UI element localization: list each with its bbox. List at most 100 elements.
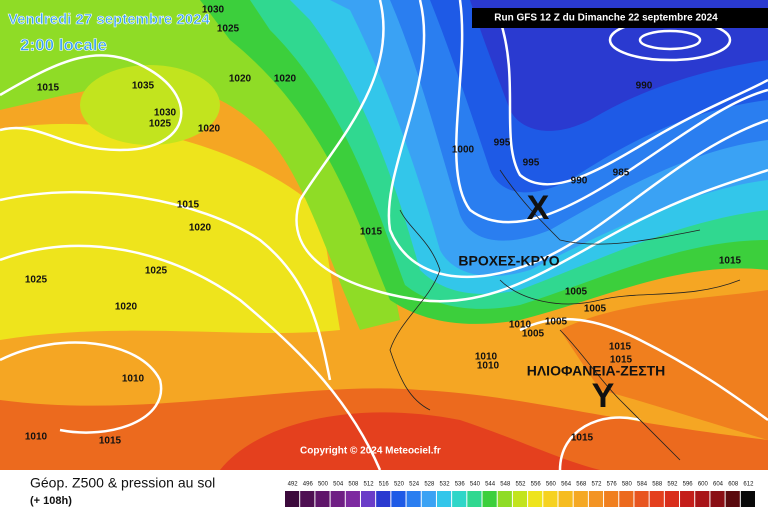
legend-value: 596 [683,482,694,488]
legend-value: 572 [591,482,602,488]
copyright: Copyright © 2024 Meteociel.fr [300,446,441,457]
isobar-label: 995 [494,138,511,149]
legend-swatch [543,491,558,507]
isobar-label: 1010 [509,320,532,331]
isobar-label: 1015 [360,227,383,238]
footer-lead: (+ 108h) [30,495,72,507]
legend-swatch [740,491,755,507]
legend-swatch [695,491,710,507]
legend-value: 500 [318,482,329,488]
legend-swatch [588,491,604,507]
legend-value: 576 [607,482,618,488]
isobar-label: 1020 [229,74,252,85]
isobar-label: 1010 [477,361,500,372]
isobar-label: 1020 [189,223,212,234]
legend-swatch [376,491,391,507]
isobar-label: 1015 [99,436,122,447]
legend-value: 548 [500,482,511,488]
legend-swatch [680,491,695,507]
legend-swatch [421,491,436,507]
isobar-label: 1020 [115,302,138,313]
low-marker: X [527,189,550,227]
isobar-label: 1015 [719,256,742,267]
legend-swatch [558,491,573,507]
legend-value: 584 [637,482,648,488]
legend-swatch [285,491,300,507]
legend-swatch [391,491,406,507]
isobars [0,0,768,471]
isobar-label: 1005 [565,287,588,298]
forecast-time: 2:00 locale [20,35,107,54]
high-text: ΗΛΙΟΦΑΝΕΙΑ-ΖΕΣΤΗ [527,363,666,379]
legend-swatch [725,491,740,507]
isobar-label: 1010 [122,374,145,385]
legend-value: 560 [546,482,557,488]
legend-value: 528 [424,482,435,488]
legend-swatch [467,491,482,507]
isobar-label: 1020 [198,124,221,135]
footer-title: Géop. Z500 & pression au sol [30,475,215,491]
isobar-label: 1005 [522,329,545,340]
legend-swatch [452,491,467,507]
legend-swatch [710,491,725,507]
coastlines [389,169,741,461]
legend-swatch [512,491,528,507]
isobar-label: 1015 [37,83,60,94]
isobar-label: 1005 [584,304,607,315]
legend-swatch [497,491,512,507]
isobar-label: 1025 [145,266,168,277]
legend-value: 496 [303,482,314,488]
isobar-label: 1000 [452,145,475,156]
isobar-label: 990 [571,176,588,187]
legend-value: 600 [698,482,709,488]
legend-value: 492 [288,482,299,488]
color-legend: 492 496 500 504 508 512 516 520 524 528 532 536 540 5… [285,482,755,507]
isobar-label: 1030 [202,5,225,16]
legend-swatch [360,491,376,507]
legend-swatch [315,491,330,507]
isobar-label: 1020 [274,74,297,85]
legend-swatch [482,491,497,507]
legend-swatch [300,491,315,507]
isobar-label: 990 [636,81,653,92]
isobar-label: 1030 [154,108,177,119]
isobar-label: 1035 [132,81,155,92]
legend-swatch [619,491,634,507]
legend-value: 588 [652,482,663,488]
isobar-label: 985 [613,168,630,179]
legend-value: 552 [515,482,526,488]
legend-swatch [664,491,680,507]
forecast-date: Vendredi 27 septembre 2024 [8,11,210,28]
isobar-label: 1015 [610,355,633,366]
legend-value: 520 [394,482,405,488]
high-marker: Y [592,377,615,415]
isobar-label: 1015 [609,342,632,353]
legend-value: 604 [713,482,724,488]
run-info: Run GFS 12 Z du Dimanche 22 septembre 20… [494,13,718,24]
legend-swatch [649,491,664,507]
legend-swatch [604,491,619,507]
isobar-labels: 1015 1030 1025 1035 1020 1020 1030 1025 1020 1015… [25,5,742,447]
background-fields [0,0,768,470]
legend-value: 612 [743,482,754,488]
legend-value: 524 [409,482,420,488]
legend-value: 536 [455,482,466,488]
isobar-label: 1010 [475,352,498,363]
isobar-label: 1025 [217,24,240,35]
isobar-label: 1015 [571,433,594,444]
legend-value: 556 [531,482,542,488]
isobar-label: 995 [523,158,540,169]
legend-value: 512 [364,482,375,488]
isobar-label: 1025 [25,275,48,286]
legend-value: 568 [576,482,587,488]
legend-swatch [573,491,588,507]
legend-value: 508 [348,482,359,488]
isobar-label: 1010 [25,432,48,443]
legend-value: 564 [561,482,572,488]
legend-value: 608 [728,482,739,488]
low-text: ΒΡΟΧΕΣ-ΚΡΥΟ [458,253,559,269]
legend-value: 532 [440,482,451,488]
legend-swatch [345,491,360,507]
